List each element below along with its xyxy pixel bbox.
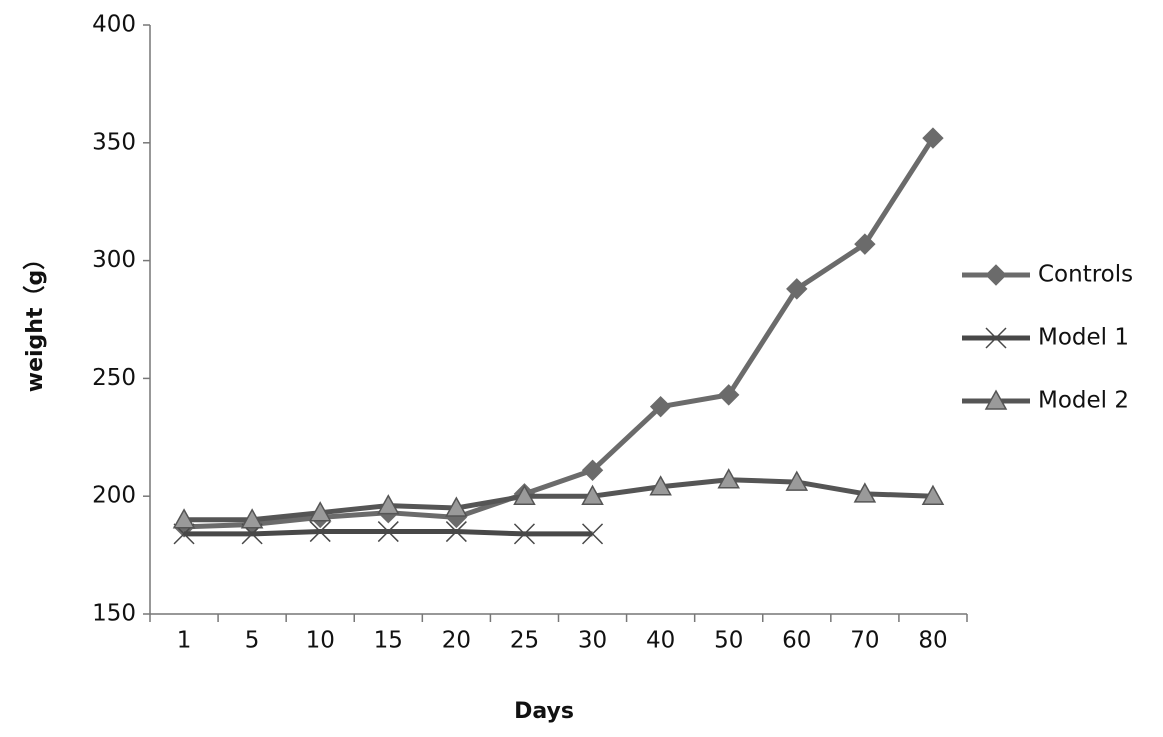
legend-marker (985, 327, 1007, 349)
data-point (513, 523, 535, 545)
series-line (183, 136, 936, 530)
x-axis-title: Days (514, 699, 574, 724)
x-tick-label: 15 (374, 628, 403, 654)
data-point (649, 395, 672, 418)
y-tick-label: 200 (92, 483, 136, 509)
legend-label: Model 1 (1038, 325, 1129, 351)
data-point (853, 482, 877, 503)
y-tick-label: 300 (92, 247, 136, 273)
data-point (445, 521, 467, 543)
x-tick-label: 25 (510, 628, 539, 654)
legend-marker (984, 389, 1008, 410)
data-point (854, 233, 876, 255)
legend-label: Controls (1038, 262, 1133, 288)
data-point (445, 496, 468, 517)
data-point (922, 127, 944, 149)
x-tick-label: 1 (177, 628, 192, 654)
y-tick-label: 400 (92, 12, 136, 38)
data-point (785, 470, 809, 491)
x-tick-label: 40 (646, 628, 675, 654)
x-tick-label: 50 (714, 628, 743, 654)
x-tick-label: 5 (245, 628, 260, 654)
data-point (786, 278, 808, 300)
data-point (921, 484, 945, 505)
x-tick-label: 70 (850, 628, 879, 654)
data-point (377, 494, 400, 515)
legend-label: Model 2 (1038, 388, 1129, 414)
data-point (582, 523, 604, 545)
x-tick-label: 80 (918, 628, 947, 654)
y-tick-label: 150 (92, 601, 136, 627)
data-point (717, 468, 740, 489)
y-tick-label: 350 (92, 129, 136, 155)
data-point (377, 521, 399, 543)
legend-marker (985, 264, 1007, 286)
x-tick-label: 20 (442, 628, 471, 654)
x-tick-label: 30 (578, 628, 607, 654)
data-point (581, 484, 604, 505)
series-line (184, 477, 934, 523)
data-point (240, 508, 264, 529)
data-point (309, 521, 331, 543)
y-tick-label: 250 (92, 365, 136, 391)
data-point (172, 508, 196, 529)
x-tick-label: 10 (306, 628, 335, 654)
y-axis-title: weight（g） (23, 248, 48, 392)
data-point (513, 484, 536, 505)
data-point (581, 459, 604, 481)
data-point (308, 501, 332, 522)
data-point (649, 475, 672, 496)
data-point (718, 384, 740, 406)
x-tick-label: 60 (782, 628, 811, 654)
